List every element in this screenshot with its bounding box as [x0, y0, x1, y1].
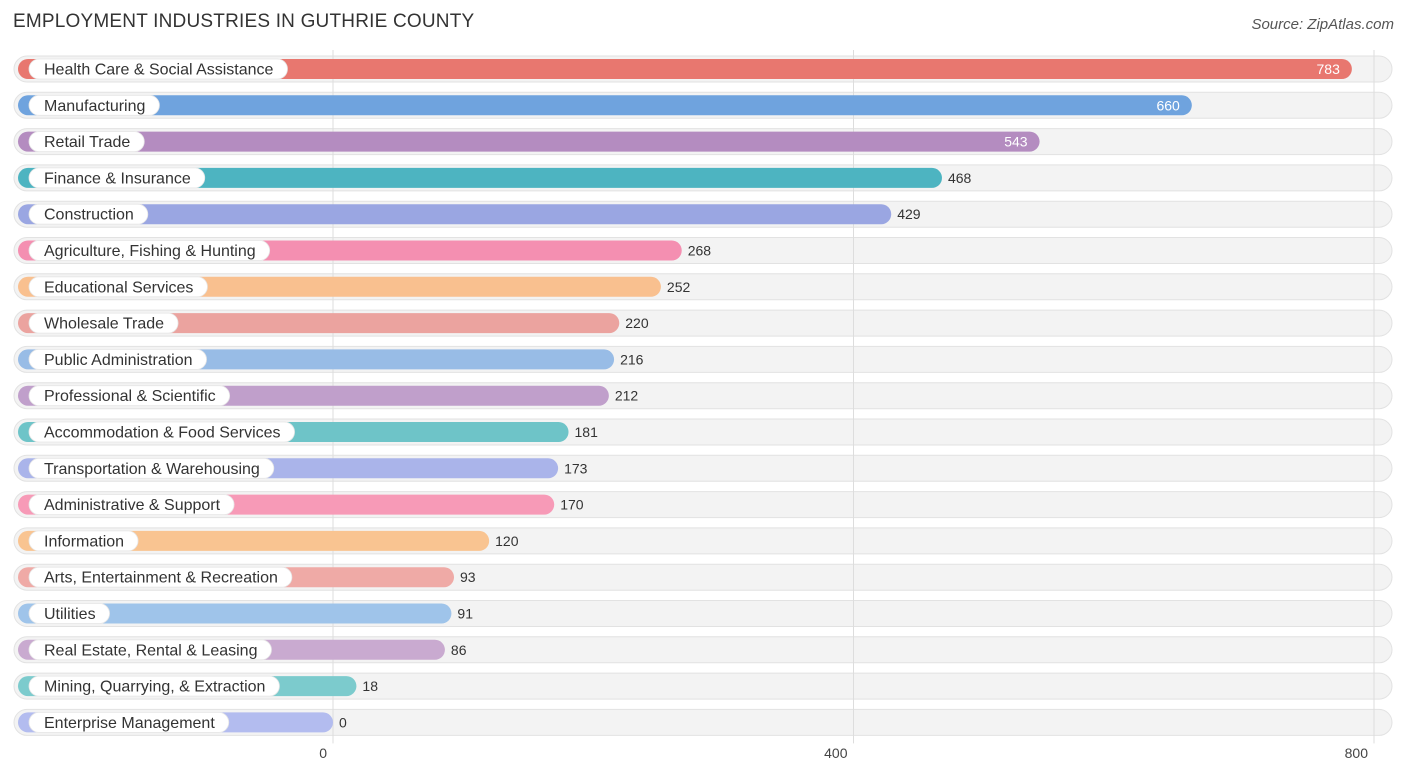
chart-source: Source: ZipAtlas.com — [1251, 16, 1394, 33]
value-label: 468 — [948, 170, 972, 186]
category-label: Manufacturing — [44, 98, 145, 115]
value-label: 173 — [564, 460, 588, 476]
label-pill — [28, 58, 288, 80]
bar-utilities — [18, 603, 452, 624]
label-pill — [28, 639, 272, 661]
value-label: 0 — [339, 714, 347, 730]
label-pill — [28, 94, 160, 116]
x-tick-label: 0 — [319, 745, 327, 761]
bar-retail-trade — [18, 131, 1040, 152]
category-label: Public Administration — [44, 352, 193, 369]
x-tick-label: 800 — [1345, 745, 1369, 761]
label-pill — [28, 312, 179, 334]
label-pill — [28, 530, 139, 552]
bar-manufacturing — [18, 95, 1192, 116]
bar-finance-insurance — [18, 167, 942, 188]
category-label: Mining, Quarrying, & Extraction — [44, 679, 265, 696]
value-label: 783 — [1317, 61, 1341, 77]
value-label: 543 — [1004, 134, 1028, 150]
category-label: Health Care & Social Assistance — [44, 62, 274, 79]
value-label: 252 — [667, 279, 691, 295]
category-label: Arts, Entertainment & Recreation — [44, 570, 278, 587]
label-pill — [28, 421, 295, 443]
value-label: 660 — [1156, 97, 1180, 113]
category-label: Agriculture, Fishing & Hunting — [44, 243, 256, 260]
row-track — [13, 708, 1393, 736]
value-label: 93 — [460, 569, 476, 585]
category-label: Retail Trade — [44, 134, 130, 151]
chart-title: EMPLOYMENT INDUSTRIES IN GUTHRIE COUNTY — [13, 11, 475, 32]
category-label: Educational Services — [44, 279, 193, 296]
category-label: Utilities — [44, 606, 96, 623]
label-pill — [28, 494, 235, 516]
value-label: 181 — [575, 424, 599, 440]
label-pill — [28, 240, 271, 261]
label-pill — [28, 712, 230, 733]
label-pill — [28, 566, 293, 588]
label-pill — [28, 167, 206, 189]
value-label: 170 — [560, 497, 584, 513]
label-pill — [28, 276, 208, 298]
value-label: 91 — [457, 606, 473, 622]
value-label: 18 — [362, 678, 378, 694]
label-pill — [28, 203, 149, 225]
category-label: Transportation & Warehousing — [44, 461, 260, 478]
category-label: Enterprise Management — [44, 715, 215, 732]
category-label: Wholesale Trade — [44, 316, 164, 333]
value-label: 220 — [625, 315, 649, 331]
bar-construction — [18, 204, 892, 225]
category-label: Finance & Insurance — [44, 170, 191, 187]
label-pill — [28, 348, 207, 370]
x-tick-label: 400 — [824, 745, 848, 761]
category-label: Information — [44, 533, 124, 550]
label-pill — [28, 131, 145, 153]
row-track — [13, 672, 1393, 700]
category-label: Real Estate, Rental & Leasing — [44, 642, 257, 659]
label-pill — [28, 603, 110, 624]
value-label: 86 — [451, 642, 467, 658]
value-label: 212 — [615, 388, 639, 404]
value-label: 429 — [897, 206, 921, 222]
value-label: 120 — [495, 533, 519, 549]
value-label: 216 — [620, 351, 644, 367]
category-label: Administrative & Support — [44, 497, 221, 514]
label-pill — [28, 675, 280, 697]
label-pill — [28, 385, 231, 407]
category-label: Professional & Scientific — [44, 388, 216, 405]
category-label: Construction — [44, 207, 134, 224]
category-label: Accommodation & Food Services — [44, 425, 281, 442]
bar-health-care-social-assistance — [18, 59, 1352, 79]
value-label: 268 — [688, 243, 712, 259]
label-pill — [28, 457, 275, 479]
